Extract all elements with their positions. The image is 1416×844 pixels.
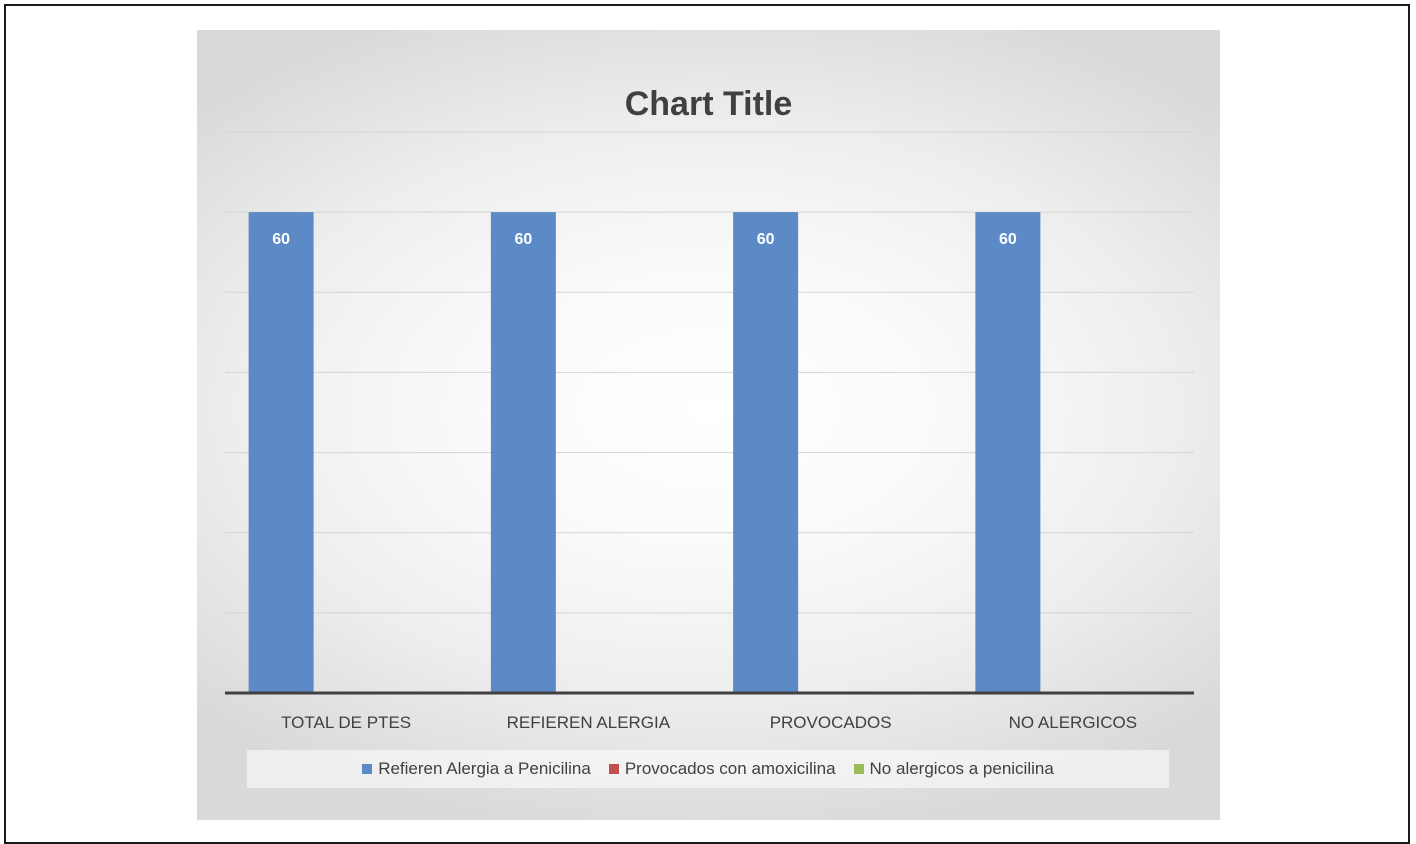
legend-label: No alergicos a penicilina bbox=[869, 759, 1054, 778]
legend-swatch bbox=[608, 764, 619, 774]
legend-label: Provocados con amoxicilina bbox=[624, 759, 836, 778]
legend: Refieren Alergia a Penicilina Provocados … bbox=[247, 750, 1169, 788]
bar bbox=[975, 212, 1041, 693]
data-label: 60 bbox=[757, 231, 775, 248]
bar bbox=[490, 212, 556, 693]
legend-swatch bbox=[362, 764, 373, 774]
chart-area: Chart Title 60 TOTAL DE PTES 60 REFIEREN AL… bbox=[197, 30, 1220, 820]
x-tick-label: REFIEREN ALERGIA bbox=[507, 713, 671, 732]
data-label: 60 bbox=[514, 231, 532, 248]
data-label: 60 bbox=[272, 231, 290, 248]
legend-item: Refieren Alergia a Penicilina bbox=[362, 759, 591, 779]
x-tick-label: TOTAL DE PTES bbox=[281, 713, 411, 732]
bar bbox=[248, 212, 314, 693]
legend-item: No alergicos a penicilina bbox=[853, 759, 1054, 779]
bar bbox=[733, 212, 799, 693]
plot-area: 60 TOTAL DE PTES 60 REFIEREN ALERGIA 60 PROVO… bbox=[225, 131, 1194, 732]
legend-item: Provocados con amoxicilina bbox=[608, 759, 836, 779]
data-label: 60 bbox=[999, 231, 1017, 248]
chart-title: Chart Title bbox=[624, 85, 793, 123]
x-tick-label: NO ALERGICOS bbox=[1009, 713, 1137, 732]
legend-swatch bbox=[853, 764, 864, 774]
x-tick-label: PROVOCADOS bbox=[770, 713, 892, 732]
legend-label: Refieren Alergia a Penicilina bbox=[378, 759, 591, 778]
